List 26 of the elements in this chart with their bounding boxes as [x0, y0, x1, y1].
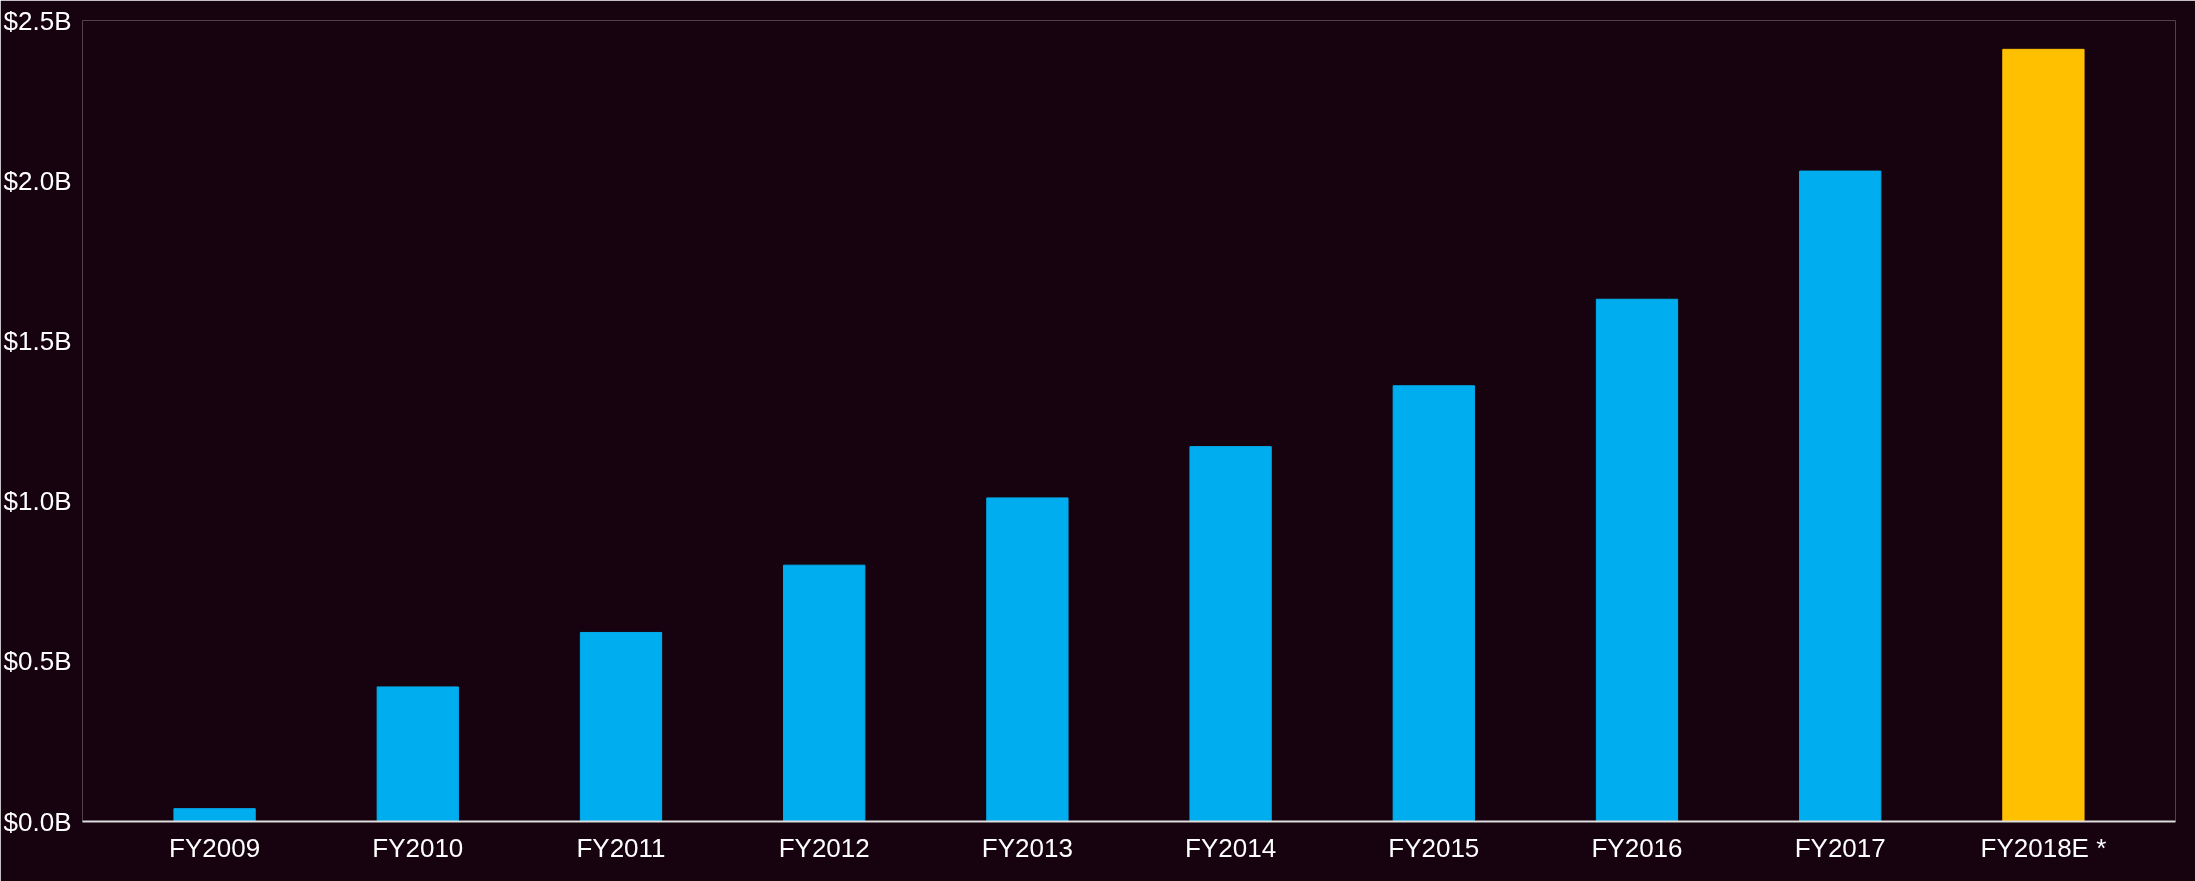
x-tick-label: FY2018E * — [1980, 832, 2107, 863]
x-tick-label: FY2015 — [1388, 832, 1480, 863]
y-tick-label: $2.5B — [3, 5, 72, 36]
bar — [783, 564, 866, 822]
x-tick-label: FY2011 — [576, 832, 666, 863]
y-tick-label: $0.0B — [3, 806, 72, 837]
y-tick-label: $1.0B — [3, 486, 72, 517]
bar — [1799, 170, 1882, 822]
bar — [2002, 48, 2085, 822]
bar — [1595, 298, 1679, 822]
bar — [376, 686, 459, 822]
bar — [1189, 446, 1272, 822]
y-tick-label: $2.0B — [3, 165, 72, 196]
x-tick-label: FY2016 — [1591, 832, 1683, 863]
x-tick-label: FY2017 — [1794, 832, 1886, 863]
y-tick-label: $0.5B — [3, 646, 72, 677]
x-tick-label: FY2012 — [778, 832, 870, 863]
bar — [1392, 385, 1475, 822]
x-tick-label: FY2014 — [1185, 832, 1277, 863]
y-tick-label: $1.5B — [3, 325, 72, 356]
x-tick-label: FY2009 — [169, 832, 261, 863]
bar — [986, 497, 1069, 822]
x-tick-label: FY2010 — [372, 832, 464, 863]
x-tick-label: FY2013 — [981, 832, 1073, 863]
bar — [579, 631, 663, 822]
bar — [173, 808, 256, 822]
